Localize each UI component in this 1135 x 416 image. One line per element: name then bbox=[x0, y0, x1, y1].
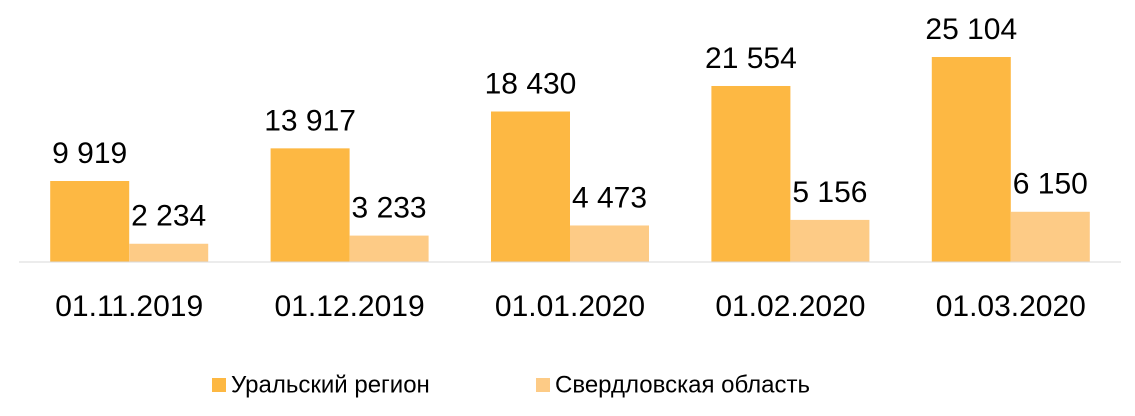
x-tick-label: 01.01.2020 bbox=[495, 290, 645, 323]
bar bbox=[790, 219, 870, 262]
value-label: 9 919 bbox=[52, 137, 127, 170]
legend-label: Свердловская область bbox=[555, 371, 810, 398]
x-tick-label: 01.12.2019 bbox=[275, 290, 425, 323]
bar bbox=[270, 148, 350, 262]
value-label: 6 150 bbox=[1013, 168, 1088, 201]
value-label: 21 554 bbox=[705, 42, 797, 75]
x-tick-label: 01.11.2019 bbox=[55, 290, 203, 323]
value-label: 5 156 bbox=[792, 176, 867, 209]
bar bbox=[570, 225, 649, 262]
x-tick-label: 01.03.2020 bbox=[936, 290, 1086, 323]
x-tick-label: 01.02.2020 bbox=[715, 290, 865, 323]
bar bbox=[349, 235, 429, 262]
bar bbox=[491, 111, 570, 262]
legend-swatch bbox=[536, 378, 550, 392]
bar bbox=[931, 57, 1011, 262]
value-label: 18 430 bbox=[485, 67, 577, 100]
bar bbox=[50, 181, 130, 262]
value-label: 3 233 bbox=[352, 192, 427, 225]
legend-swatch bbox=[212, 378, 226, 392]
bar bbox=[711, 85, 791, 262]
value-label: 25 104 bbox=[925, 13, 1017, 46]
bar bbox=[1010, 211, 1090, 262]
legend-label: Уральский регион bbox=[231, 371, 430, 398]
bar bbox=[129, 243, 209, 262]
value-label: 4 473 bbox=[572, 181, 647, 214]
value-label: 13 917 bbox=[264, 104, 356, 137]
value-label: 2 234 bbox=[131, 200, 206, 233]
